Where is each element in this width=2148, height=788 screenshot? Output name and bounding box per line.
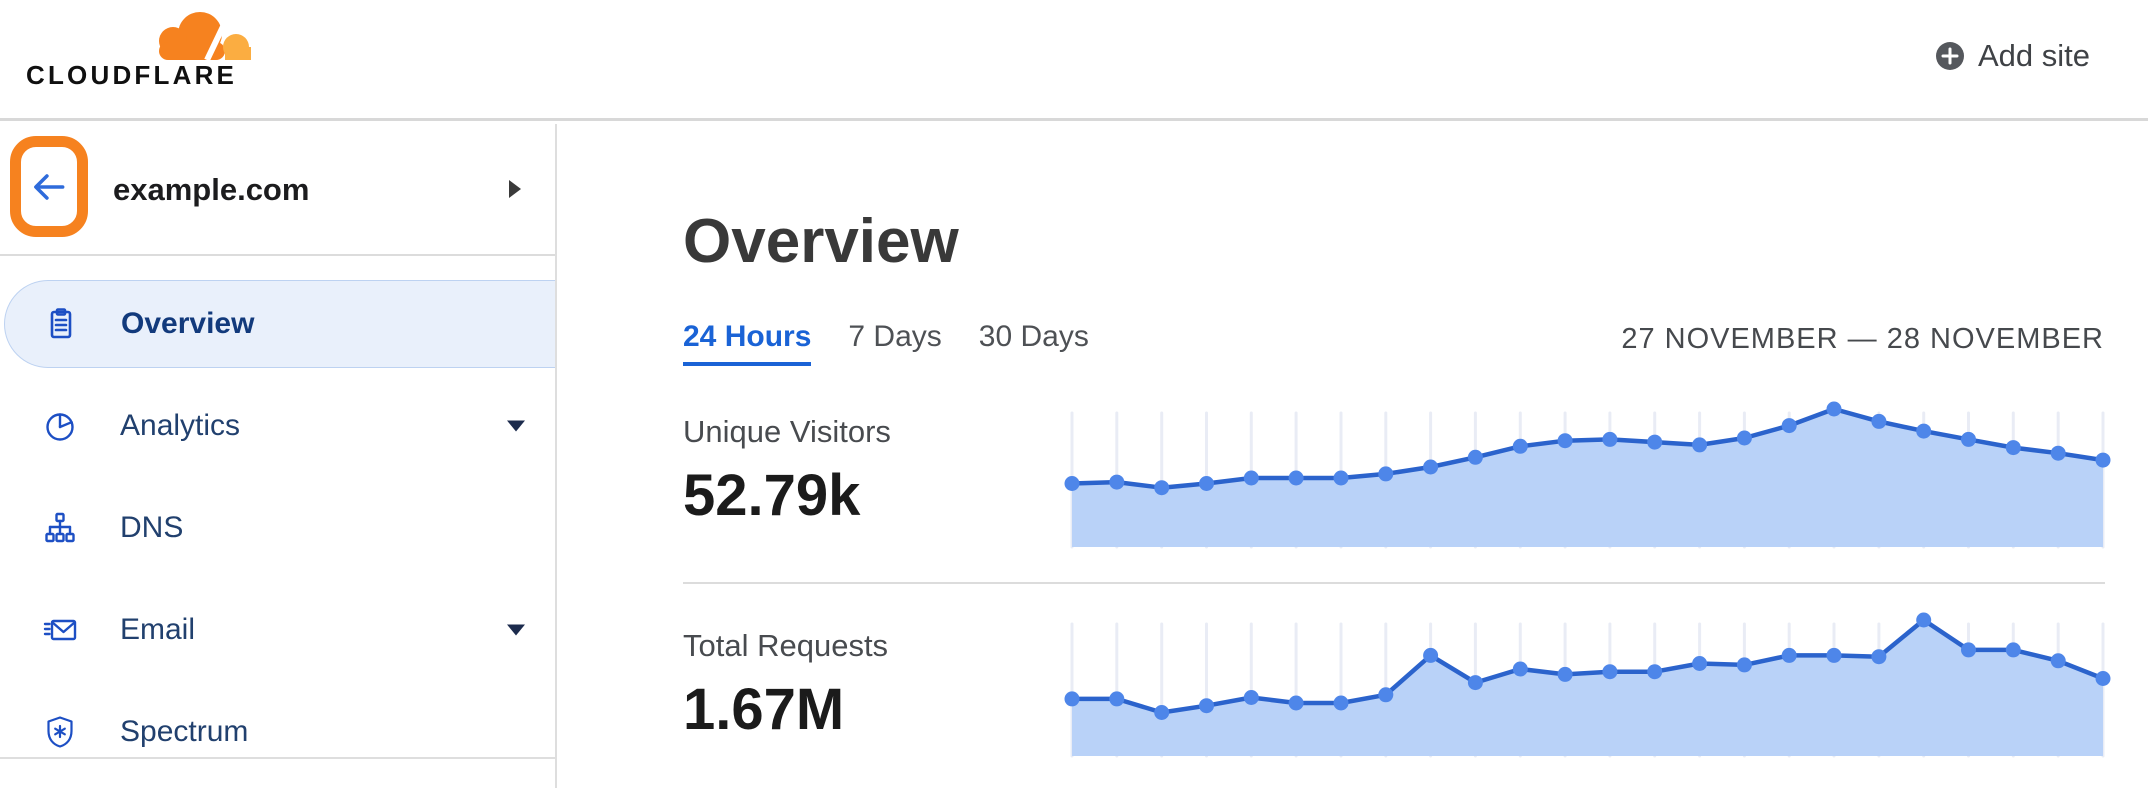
sidebar-item-overview[interactable]: Overview [4,280,555,368]
sidebar-item-label: DNS [120,511,184,544]
cloudflare-logo[interactable]: CLOUDFLARE [18,8,260,90]
sidebar-item-spectrum[interactable]: Spectrum [0,681,555,783]
back-arrow-icon[interactable] [28,166,70,208]
shield-icon [47,716,73,748]
total-requests-chart[interactable] [1064,612,2111,758]
cloudflare-wordmark: CLOUDFLARE [26,60,238,90]
sidebar-item-email[interactable]: Email [0,579,555,681]
sidebar-item-label: Analytics [120,409,241,442]
section-divider [683,582,2105,584]
time-range-tabs: 24 Hours 7 Days 30 Days [683,320,1089,366]
cloudflare-cloud-icon [159,12,251,60]
main-content: Overview 24 Hours 7 Days 30 Days 27 NOVE… [559,124,2148,788]
annotation-highlight-box [10,136,88,237]
add-site-label: Add site [1977,38,2090,73]
sidebar-item-label: Spectrum [120,715,249,748]
top-header: CLOUDFLARE Add site [0,0,2148,121]
envelope-icon [43,619,77,641]
pie-chart-icon [46,413,74,441]
site-header-row: example.com [0,124,555,256]
chevron-right-icon[interactable] [509,180,521,198]
metric-label-total-requests: Total Requests [683,628,889,663]
metric-value-unique-visitors: 52.79k [683,463,861,528]
site-name: example.com [113,172,310,207]
chevron-down-icon[interactable] [507,420,525,432]
metric-value-total-requests: 1.67M [683,677,845,742]
date-range-label: 27 NOVEMBER — 28 NOVEMBER [1621,323,2104,355]
clipboard-icon [50,308,72,339]
sidebar: example.com Overview [0,124,557,788]
unique-visitors-chart[interactable] [1064,401,2111,549]
page-title: Overview [683,207,959,276]
sidebar-item-analytics[interactable]: Analytics [0,375,555,477]
metric-label-unique-visitors: Unique Visitors [683,414,891,449]
plus-circle-icon [1935,42,1964,70]
sidebar-nav: Overview Analytics [0,273,555,783]
sidebar-section-divider [0,757,555,759]
add-site-button[interactable]: Add site [1935,36,2090,76]
tab-7-days[interactable]: 7 Days [848,320,942,353]
sitemap-icon [45,512,75,543]
tab-30-days[interactable]: 30 Days [978,320,1089,353]
sidebar-item-label: Email [120,613,196,646]
tab-24-hours[interactable]: 24 Hours [683,320,812,366]
sidebar-item-dns[interactable]: DNS [0,477,555,579]
sidebar-item-label: Overview [121,307,255,340]
chevron-down-icon[interactable] [507,624,525,636]
